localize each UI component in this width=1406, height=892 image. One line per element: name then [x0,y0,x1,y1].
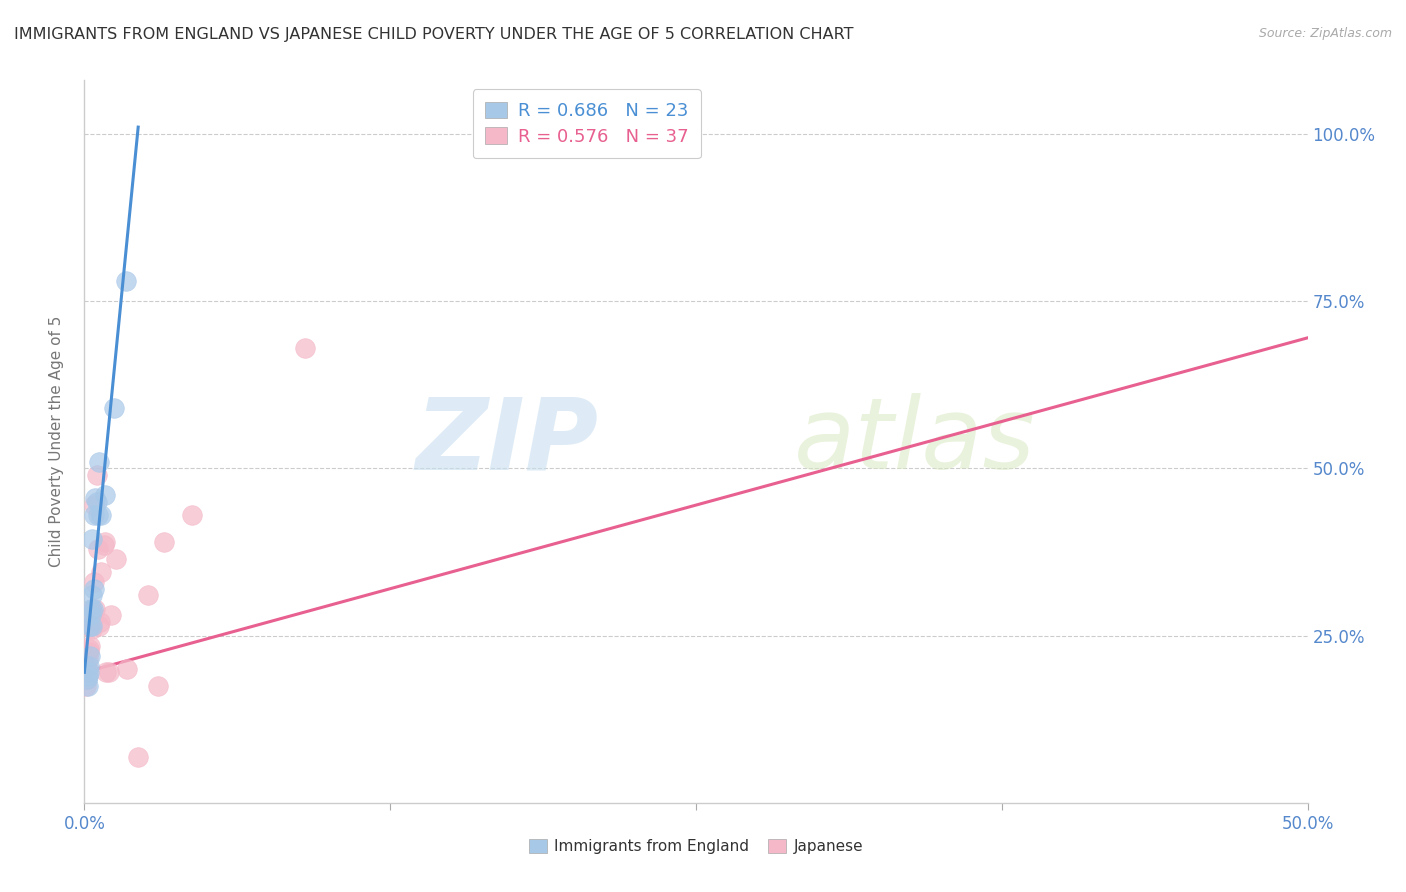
Point [127,750,149,764]
Point [89,615,111,630]
Point [83,582,105,596]
Point [83,498,105,512]
Point [82,612,104,626]
Point [115,274,138,288]
Point [77,652,100,666]
Point [77,645,100,659]
Point [80,618,103,632]
Point [83,575,105,590]
Point [82,602,104,616]
Point [97,665,120,680]
Point [79,618,101,632]
Point [77,665,100,680]
Point [86,494,108,508]
Point [77,662,100,676]
Point [103,401,125,416]
Point [96,665,118,680]
Y-axis label: Child Poverty Under the Age of 5: Child Poverty Under the Age of 5 [49,316,63,567]
Point [80,618,103,632]
Point [80,605,103,619]
Text: ZIP: ZIP [415,393,598,490]
Point [79,639,101,653]
Point [80,532,103,546]
Point [87,508,110,523]
Point [87,618,110,632]
Point [84,602,107,616]
Point [79,648,101,663]
Point [105,551,128,566]
Point [94,488,117,502]
Point [76,672,98,686]
Point [76,672,98,686]
Legend: Immigrants from England, Japanese: Immigrants from England, Japanese [523,833,869,860]
Point [79,618,101,632]
Point [115,662,138,676]
Point [181,508,204,523]
Point [86,467,108,482]
Point [77,642,100,657]
Point [80,602,103,616]
Point [80,589,103,603]
Point [83,491,105,506]
Point [80,608,103,623]
Point [82,618,104,632]
Point [87,455,110,469]
Point [77,669,100,683]
Point [294,341,316,355]
Text: atlas: atlas [794,393,1035,490]
Point [94,534,117,549]
Text: IMMIGRANTS FROM ENGLAND VS JAPANESE CHILD POVERTY UNDER THE AGE OF 5 CORRELATION: IMMIGRANTS FROM ENGLAND VS JAPANESE CHIL… [14,27,853,42]
Point [76,665,98,680]
Point [87,541,110,556]
Point [136,589,159,603]
Point [82,602,104,616]
Point [83,508,105,523]
Text: Source: ZipAtlas.com: Source: ZipAtlas.com [1258,27,1392,40]
Point [93,538,115,552]
Point [146,679,169,693]
Point [153,534,176,549]
Point [90,565,112,579]
Point [76,679,98,693]
Point [79,612,101,626]
Point [90,508,112,523]
Point [80,622,103,636]
Point [100,608,122,623]
Point [77,658,100,673]
Point [75,679,97,693]
